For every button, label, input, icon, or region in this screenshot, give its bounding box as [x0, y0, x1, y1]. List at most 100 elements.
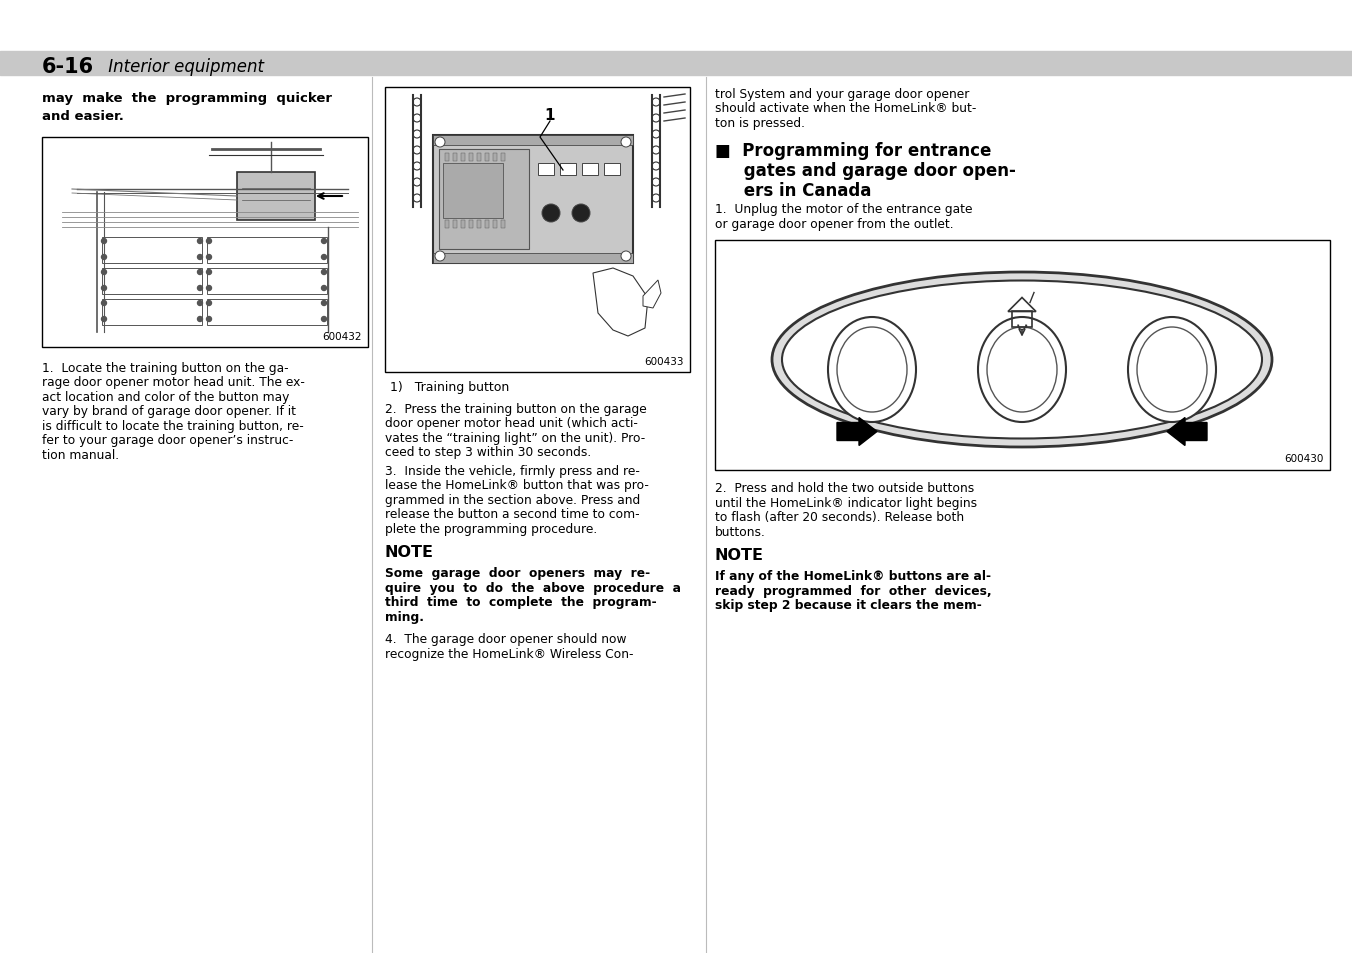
Text: 1: 1 [545, 108, 556, 123]
Bar [445, 221, 449, 229]
Text: 4.  The garage door opener should now: 4. The garage door opener should now [385, 633, 626, 646]
Text: ceed to step 3 within 30 seconds.: ceed to step 3 within 30 seconds. [385, 446, 591, 459]
Circle shape [322, 317, 326, 322]
Text: NOTE: NOTE [385, 545, 434, 560]
Text: Some  garage  door  openers  may  re-: Some garage door openers may re- [385, 567, 650, 579]
Circle shape [207, 286, 211, 292]
Bar [453, 221, 457, 229]
Text: ready  programmed  for  other  devices,: ready programmed for other devices, [715, 584, 991, 598]
Text: skip step 2 because it clears the mem-: skip step 2 because it clears the mem- [715, 598, 982, 612]
Text: plete the programming procedure.: plete the programming procedure. [385, 522, 598, 536]
Bar [433, 253, 633, 264]
Bar [0, 52, 1352, 76]
Text: ■  Programming for entrance: ■ Programming for entrance [715, 141, 991, 159]
Text: ers in Canada: ers in Canada [715, 181, 872, 199]
Text: fer to your garage door opener’s instruc-: fer to your garage door opener’s instruc… [42, 434, 293, 447]
Circle shape [207, 271, 211, 275]
Text: If any of the HomeLink® buttons are al-: If any of the HomeLink® buttons are al- [715, 570, 991, 583]
Circle shape [542, 205, 560, 223]
Bar [485, 221, 489, 229]
Circle shape [197, 255, 203, 260]
Circle shape [101, 239, 107, 244]
Text: trol System and your garage door opener: trol System and your garage door opener [715, 88, 969, 101]
Circle shape [197, 301, 203, 306]
Circle shape [207, 301, 211, 306]
Ellipse shape [837, 328, 907, 413]
Circle shape [572, 205, 589, 223]
Bar [453, 153, 457, 162]
Bar [433, 136, 633, 146]
Circle shape [652, 99, 660, 107]
Bar [469, 153, 473, 162]
Bar [477, 153, 481, 162]
Circle shape [322, 239, 326, 244]
Text: should activate when the HomeLink® but-: should activate when the HomeLink® but- [715, 102, 976, 115]
Text: ton is pressed.: ton is pressed. [715, 117, 804, 130]
Text: 600432: 600432 [323, 332, 362, 341]
Text: NOTE: NOTE [715, 548, 764, 563]
Circle shape [412, 163, 420, 171]
Bar [485, 153, 489, 162]
Bar [101, 237, 201, 264]
Text: 6-16: 6-16 [42, 57, 95, 77]
Circle shape [322, 301, 326, 306]
Bar [237, 172, 315, 221]
Circle shape [207, 255, 211, 260]
Circle shape [207, 317, 211, 322]
Circle shape [101, 255, 107, 260]
Text: until the HomeLink® indicator light begins: until the HomeLink® indicator light begi… [715, 497, 977, 510]
Bar [385, 88, 690, 373]
Circle shape [207, 239, 211, 244]
Text: vates the “training light” on the unit). Pro-: vates the “training light” on the unit).… [385, 432, 645, 444]
Text: and easier.: and easier. [42, 110, 124, 123]
Circle shape [197, 239, 203, 244]
Text: Interior equipment: Interior equipment [103, 58, 264, 76]
Text: door opener motor head unit (which acti-: door opener motor head unit (which acti- [385, 417, 638, 430]
Circle shape [652, 147, 660, 154]
Circle shape [412, 194, 420, 203]
Bar [439, 150, 529, 250]
Circle shape [652, 131, 660, 139]
Text: grammed in the section above. Press and: grammed in the section above. Press and [385, 494, 641, 506]
Text: tion manual.: tion manual. [42, 449, 119, 461]
Bar [461, 221, 465, 229]
Circle shape [412, 179, 420, 187]
Text: act location and color of the button may: act location and color of the button may [42, 391, 289, 403]
Circle shape [101, 271, 107, 275]
Bar [715, 240, 1330, 470]
Circle shape [101, 301, 107, 306]
FancyArrow shape [837, 418, 877, 446]
Text: rage door opener motor head unit. The ex-: rage door opener motor head unit. The ex… [42, 376, 304, 389]
Circle shape [101, 286, 107, 292]
Circle shape [435, 252, 445, 262]
Circle shape [412, 131, 420, 139]
Text: 1)   Training button: 1) Training button [389, 380, 510, 394]
Text: 600433: 600433 [645, 356, 684, 367]
Circle shape [322, 255, 326, 260]
Text: 1.  Unplug the motor of the entrance gate: 1. Unplug the motor of the entrance gate [715, 203, 972, 216]
Circle shape [197, 271, 203, 275]
Bar [493, 221, 498, 229]
Circle shape [412, 147, 420, 154]
Text: 2.  Press and hold the two outside buttons: 2. Press and hold the two outside button… [715, 482, 975, 495]
Bar [207, 237, 327, 264]
Text: third  time  to  complete  the  program-: third time to complete the program- [385, 596, 657, 609]
Circle shape [412, 99, 420, 107]
Bar [1013, 312, 1032, 327]
Bar [560, 164, 576, 175]
Text: ming.: ming. [385, 610, 425, 623]
Ellipse shape [987, 328, 1057, 413]
Text: may  make  the  programming  quicker: may make the programming quicker [42, 91, 333, 105]
Bar [207, 299, 327, 326]
Text: 600430: 600430 [1284, 454, 1324, 464]
Circle shape [621, 252, 631, 262]
Circle shape [652, 179, 660, 187]
Circle shape [621, 138, 631, 148]
Bar [445, 153, 449, 162]
Text: gates and garage door open-: gates and garage door open- [715, 161, 1015, 179]
Bar [443, 164, 503, 219]
Circle shape [435, 138, 445, 148]
Bar [604, 164, 621, 175]
Bar [502, 153, 506, 162]
Bar [461, 153, 465, 162]
